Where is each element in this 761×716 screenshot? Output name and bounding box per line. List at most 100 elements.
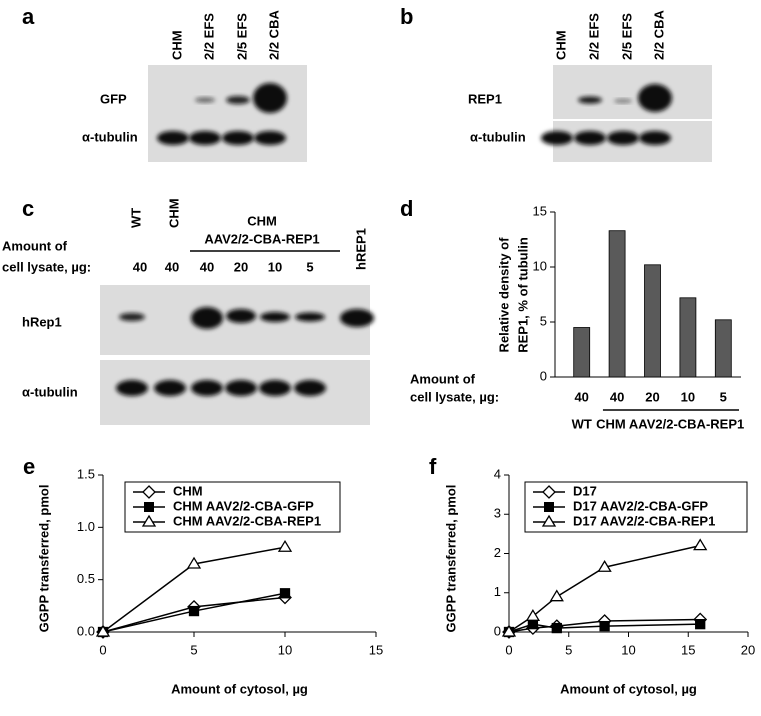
bar — [644, 264, 661, 378]
marker — [277, 539, 293, 552]
blot-band — [638, 84, 672, 112]
marker — [527, 619, 539, 630]
label: 0.5 — [77, 571, 95, 586]
label: 2/2 EFS — [586, 13, 601, 60]
label: 15 — [533, 203, 547, 218]
blot-band — [157, 131, 189, 145]
label: 4 — [494, 466, 501, 481]
legend-marker — [142, 485, 156, 499]
marker — [525, 609, 541, 621]
label: 5 — [565, 642, 572, 657]
label: d — [400, 196, 413, 221]
label: CHM — [247, 213, 277, 228]
bar — [608, 230, 626, 378]
marker — [693, 538, 708, 551]
label: AAV2/2-CBA-REP1 — [204, 231, 319, 246]
label: 20 — [645, 389, 659, 404]
label: 5 — [306, 259, 313, 274]
marker — [599, 620, 610, 632]
label: 10 — [681, 389, 695, 404]
marker — [186, 556, 202, 569]
blot-band — [295, 312, 325, 322]
blot-band — [294, 380, 326, 396]
blot-band — [222, 131, 254, 145]
label: 3 — [494, 506, 501, 521]
label: cell lysate, µg: — [410, 389, 499, 404]
label: 10 — [268, 259, 282, 274]
blot-band — [639, 131, 671, 145]
label: α-tubulin — [22, 384, 78, 399]
label: Relative density of — [496, 237, 511, 353]
label: e — [23, 454, 35, 479]
blot — [553, 65, 712, 162]
blot-band — [260, 312, 290, 322]
label: 0 — [505, 642, 512, 657]
label: 40 — [610, 389, 624, 404]
label: D17 AAV2/2-CBA-GFP — [573, 498, 708, 513]
blot — [148, 65, 307, 162]
label: Amount of cytosol, µg — [171, 681, 308, 696]
blot-band — [191, 380, 223, 396]
blot-band — [116, 380, 148, 396]
marker — [188, 605, 200, 617]
label: 2/5 EFS — [234, 13, 249, 60]
label: hREP1 — [353, 228, 368, 270]
label: GFP — [100, 91, 127, 106]
label: 1 — [494, 584, 501, 599]
label: c — [22, 196, 34, 221]
label: b — [400, 4, 413, 29]
blot-band — [541, 131, 573, 145]
label: 10 — [278, 642, 292, 657]
blot-band — [191, 307, 223, 329]
marker — [597, 559, 612, 572]
label: CHM — [173, 483, 203, 498]
label: cell lysate, µg: — [2, 259, 91, 274]
legend-marker — [542, 485, 556, 499]
blot-band — [574, 131, 606, 145]
blot-band — [253, 83, 287, 113]
label: CHM AAV2/2-CBA-REP1 — [173, 513, 321, 528]
blot-band — [119, 313, 145, 321]
marker — [95, 624, 111, 637]
bar — [573, 327, 591, 378]
label: GGPP transferred, pmol — [36, 485, 51, 633]
legend-marker — [541, 514, 557, 527]
label: 1.0 — [77, 519, 95, 534]
label: CHM — [553, 30, 568, 60]
blot-band — [578, 96, 602, 104]
blot-band — [189, 131, 221, 145]
marker — [279, 588, 291, 599]
label: 0 — [540, 368, 547, 383]
blot-band — [226, 96, 250, 104]
label: GGPP transferred, pmol — [443, 485, 458, 633]
legend-marker — [144, 502, 154, 512]
marker — [695, 619, 706, 630]
blot-band — [614, 99, 632, 103]
blot-band — [226, 309, 256, 323]
blot-band — [195, 97, 215, 103]
label: 0 — [99, 642, 106, 657]
label: 10 — [533, 258, 547, 273]
label: 1.5 — [77, 466, 95, 481]
label: D17 AAV2/2-CBA-REP1 — [573, 513, 715, 528]
blot-band — [340, 309, 374, 327]
label: a — [22, 4, 35, 29]
label: 2/2 CBA — [651, 10, 666, 60]
label: CHM AAV2/2-CBA-REP1 — [596, 416, 744, 431]
label: D17 — [573, 483, 597, 498]
label: 40 — [133, 259, 147, 274]
label: REP1 — [468, 91, 502, 106]
bar — [679, 297, 697, 378]
label: 20 — [234, 259, 248, 274]
marker — [551, 622, 562, 634]
label: WT — [572, 416, 592, 431]
label: 20 — [741, 642, 755, 657]
label: 0 — [494, 623, 501, 638]
label: 5 — [190, 642, 197, 657]
label: CHM — [169, 30, 184, 60]
label: Amount of cytosol, µg — [560, 681, 697, 696]
label: α-tubulin — [470, 129, 526, 144]
bar — [714, 319, 732, 378]
marker — [501, 624, 517, 637]
